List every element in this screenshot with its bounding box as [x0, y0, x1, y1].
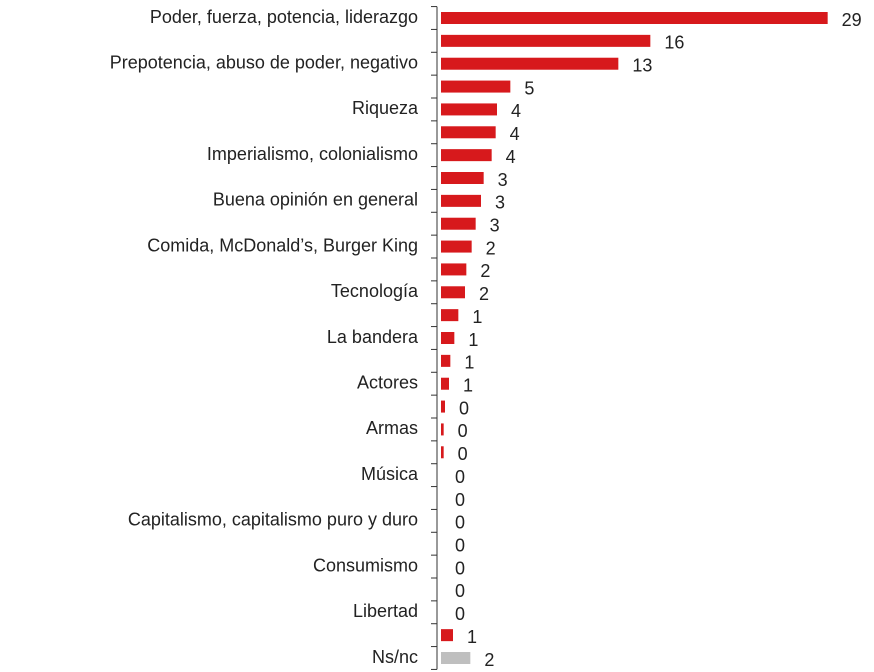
bar [441, 149, 492, 162]
bar [441, 354, 451, 367]
bar [441, 332, 455, 344]
value-label: 16 [664, 33, 684, 53]
category-label: Buena opinión en general [213, 190, 418, 210]
value-label: 0 [455, 558, 465, 578]
value-label: 0 [455, 467, 465, 487]
value-label: 0 [459, 398, 469, 418]
value-label: 0 [458, 421, 468, 441]
value-label: 1 [467, 627, 477, 647]
value-label: 1 [468, 330, 478, 350]
category-label: Armas [366, 418, 418, 438]
value-label: 2 [479, 284, 489, 304]
bar [441, 309, 459, 322]
value-label: 29 [842, 10, 862, 30]
bar [441, 629, 453, 642]
category-label: Prepotencia, abuso de poder, negativo [110, 52, 418, 72]
category-label: Imperialismo, colonialismo [207, 144, 418, 164]
category-label: Libertad [353, 601, 418, 621]
value-label: 3 [495, 193, 505, 213]
value-label: 2 [480, 261, 490, 281]
bar [441, 80, 511, 93]
bar [441, 12, 828, 24]
bar [441, 263, 467, 276]
value-label: 4 [510, 124, 520, 144]
bar [441, 34, 651, 47]
bar [441, 217, 476, 230]
value-label: 13 [632, 55, 652, 75]
category-label: Tecnología [331, 281, 419, 301]
value-label: 1 [464, 353, 474, 373]
value-label: 3 [498, 170, 508, 190]
value-label: 0 [455, 513, 465, 533]
bar [441, 240, 472, 253]
value-label: 1 [463, 375, 473, 395]
bar [441, 400, 445, 413]
value-label: 0 [458, 444, 468, 464]
value-label: 1 [472, 307, 482, 327]
category-label: La bandera [327, 327, 419, 347]
value-label: 0 [455, 490, 465, 510]
bar [441, 57, 619, 70]
category-label: Comida, McDonald’s, Burger King [147, 235, 418, 255]
category-label: Música [361, 464, 419, 484]
category-label: Consumismo [313, 555, 418, 575]
bar [441, 194, 481, 207]
bar [441, 423, 444, 436]
value-label: 0 [455, 604, 465, 624]
category-label: Capitalismo, capitalismo puro y duro [128, 510, 418, 530]
bar [441, 103, 497, 116]
value-label: 2 [486, 238, 496, 258]
value-label: 0 [455, 535, 465, 555]
bar [441, 286, 465, 299]
category-label: Actores [357, 372, 418, 392]
value-label: 4 [506, 147, 516, 167]
bar [441, 377, 449, 390]
value-label: 4 [511, 101, 521, 121]
value-label: 5 [524, 78, 534, 98]
category-label: Riqueza [352, 98, 419, 118]
bar [441, 126, 496, 139]
value-label: 2 [484, 650, 494, 670]
category-label: Poder, fuerza, potencia, liderazgo [150, 7, 418, 27]
value-label: 3 [490, 215, 500, 235]
bar [441, 652, 471, 664]
bar [441, 446, 444, 459]
bar [441, 172, 484, 184]
value-label: 0 [455, 581, 465, 601]
category-label: Ns/nc [372, 647, 418, 667]
